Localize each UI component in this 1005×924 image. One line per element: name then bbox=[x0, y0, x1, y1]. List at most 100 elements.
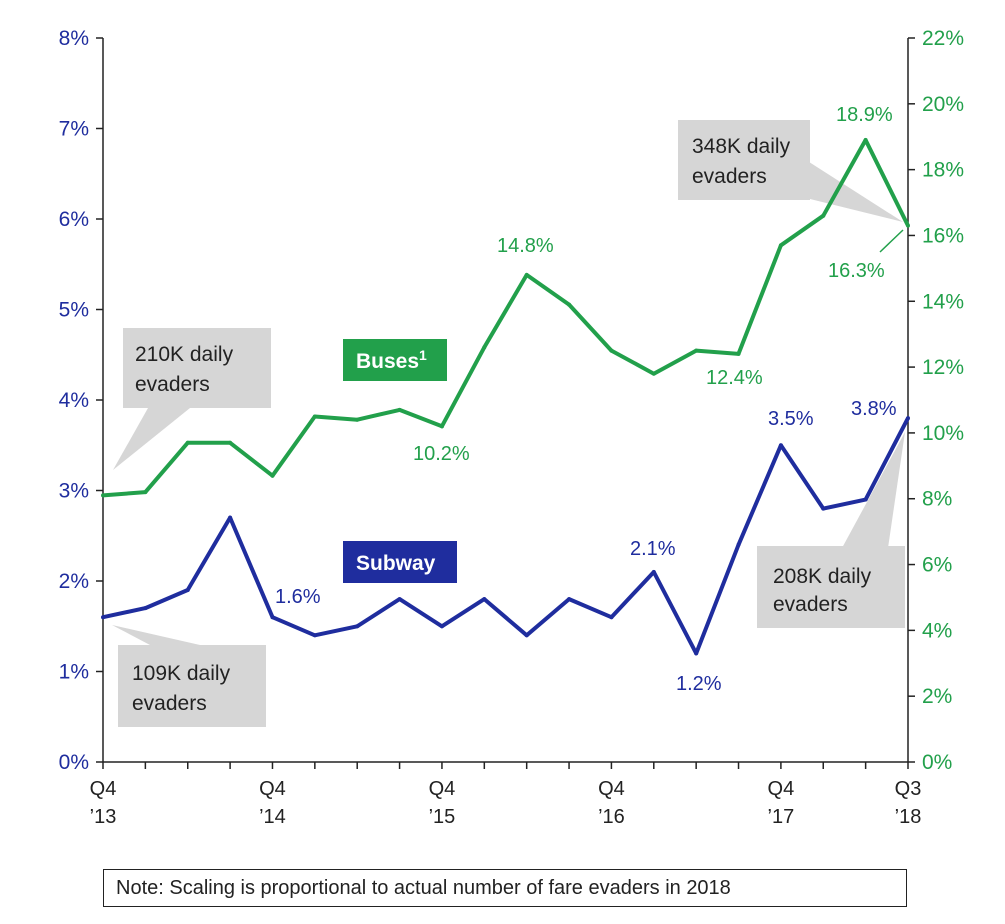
callout-text-line2: evaders bbox=[692, 165, 767, 188]
data-point-subway bbox=[651, 569, 656, 574]
left-tick-label: 1% bbox=[59, 661, 89, 684]
data-point-subway bbox=[397, 597, 402, 602]
x-tick-label: Q3 bbox=[895, 778, 922, 800]
x-axis-ticks: Q4 ’13 Q4 ’14 Q4 ’15 Q4 ’16 Q4 ’17 Q3 ’18 bbox=[90, 762, 922, 828]
data-point-subway bbox=[101, 615, 105, 620]
callout-text-line1: 208K daily bbox=[773, 565, 872, 588]
callouts: 210K daily evaders 348K daily evaders 10… bbox=[112, 120, 905, 727]
badge-buses-label: Buses bbox=[356, 350, 419, 373]
badge-subway: Subway bbox=[343, 541, 457, 583]
right-tick-label: 8% bbox=[922, 488, 952, 511]
data-point-buses bbox=[185, 440, 190, 445]
x-tick-label-year: ’14 bbox=[259, 806, 286, 828]
series-line-subway bbox=[102, 417, 910, 656]
svg-text:Buses1: Buses1 bbox=[356, 347, 427, 373]
data-point-subway bbox=[863, 497, 868, 502]
data-labels-subway: 1.6% 2.1% 1.2% 3.5% 3.8% bbox=[275, 398, 897, 695]
data-point-buses bbox=[821, 213, 826, 218]
data-point-buses bbox=[397, 407, 402, 412]
data-label-subway-q2-17: 1.2% bbox=[676, 673, 722, 695]
left-tick-label: 3% bbox=[59, 480, 89, 503]
data-label-subway-q4-14: 1.6% bbox=[275, 586, 321, 608]
left-tick-label: 4% bbox=[59, 389, 89, 412]
data-point-buses bbox=[101, 493, 105, 498]
data-point-buses bbox=[439, 424, 444, 429]
x-tick-label-year: ’17 bbox=[768, 806, 795, 828]
data-point-buses bbox=[651, 371, 656, 376]
data-point-subway bbox=[228, 515, 233, 520]
data-point-subway bbox=[482, 597, 487, 602]
right-tick-label: 20% bbox=[922, 93, 964, 116]
badge-buses-sup: 1 bbox=[419, 347, 427, 363]
badge-subway-label: Subway bbox=[356, 552, 436, 575]
data-point-subway bbox=[270, 615, 275, 620]
right-tick-label: 6% bbox=[922, 554, 952, 577]
data-label-buses-q2-18: 18.9% bbox=[836, 104, 893, 126]
right-tick-label: 14% bbox=[922, 290, 964, 313]
right-tick-label: 10% bbox=[922, 422, 964, 445]
fare-evasion-chart: 0% 1% 2% 3% 4% 5% 6% 7% 8% 0% 2% 4% 6% 8% 10% 12% 14% 16… bbox=[59, 27, 964, 828]
x-tick-label: Q4 bbox=[90, 778, 117, 800]
data-label-subway-q4-17: 3.5% bbox=[768, 408, 814, 430]
data-point-buses bbox=[312, 414, 317, 419]
bus-end-leader-line bbox=[879, 229, 904, 253]
data-points bbox=[101, 138, 910, 656]
data-point-buses bbox=[567, 302, 572, 307]
data-point-subway bbox=[609, 615, 614, 620]
badge-buses: Buses1 bbox=[343, 339, 447, 381]
x-tick-label-year: ’13 bbox=[90, 806, 117, 828]
data-point-subway bbox=[567, 597, 572, 602]
data-point-subway bbox=[694, 651, 699, 656]
left-tick-label: 5% bbox=[59, 299, 89, 322]
data-point-buses bbox=[355, 417, 360, 422]
left-tick-label: 6% bbox=[59, 208, 89, 231]
right-axis-ticks: 0% 2% 4% 6% 8% 10% 12% 14% 16% 18% 20% 22% bbox=[908, 27, 964, 774]
x-tick-label-year: ’16 bbox=[598, 806, 625, 828]
data-label-buses-q4-15: 10.2% bbox=[413, 443, 470, 465]
callout-buses-end: 348K daily evaders bbox=[678, 120, 903, 222]
callout-text-line2: evaders bbox=[135, 373, 210, 396]
callout-text-line1: 109K daily bbox=[132, 662, 231, 685]
data-point-subway bbox=[821, 506, 826, 511]
data-label-buses-q2-16: 14.8% bbox=[497, 235, 554, 257]
left-tick-label: 2% bbox=[59, 570, 89, 593]
data-point-subway bbox=[524, 633, 529, 638]
data-point-subway bbox=[312, 633, 317, 638]
x-tick-label: Q4 bbox=[768, 778, 795, 800]
callout-text-line1: 210K daily bbox=[135, 343, 234, 366]
data-point-buses bbox=[228, 440, 233, 445]
callout-subway-end: 208K daily evaders bbox=[757, 432, 905, 628]
right-tick-label: 18% bbox=[922, 159, 964, 182]
left-axis-ticks: 0% 1% 2% 3% 4% 5% 6% 7% 8% bbox=[59, 27, 103, 774]
right-tick-label: 12% bbox=[922, 356, 964, 379]
right-tick-label: 16% bbox=[922, 224, 964, 247]
data-label-subway-q1-17: 2.1% bbox=[630, 538, 676, 560]
data-label-buses-q3-17: 12.4% bbox=[706, 367, 763, 389]
x-tick-label-year: ’18 bbox=[895, 806, 922, 828]
data-point-subway bbox=[778, 443, 783, 448]
callout-buses-start: 210K daily evaders bbox=[113, 328, 271, 470]
left-tick-label: 8% bbox=[59, 27, 89, 50]
note-box: Note: Scaling is proportional to actual … bbox=[103, 869, 907, 907]
data-label-buses-q3-18: 16.3% bbox=[828, 260, 885, 282]
data-point-buses bbox=[694, 348, 699, 353]
x-tick-label-year: ’15 bbox=[429, 806, 456, 828]
callout-text-line2: evaders bbox=[132, 692, 207, 715]
left-tick-label: 0% bbox=[59, 751, 89, 774]
data-point-buses bbox=[778, 243, 783, 248]
data-point-buses bbox=[143, 490, 148, 495]
x-tick-label: Q4 bbox=[429, 778, 456, 800]
data-point-subway bbox=[185, 588, 190, 593]
data-point-subway bbox=[143, 606, 148, 611]
left-tick-label: 7% bbox=[59, 118, 89, 141]
data-point-subway bbox=[736, 542, 741, 547]
data-point-buses bbox=[270, 473, 275, 478]
right-tick-label: 0% bbox=[922, 751, 952, 774]
data-point-buses bbox=[524, 272, 529, 277]
right-tick-label: 2% bbox=[922, 685, 952, 708]
data-point-buses bbox=[609, 348, 614, 353]
data-point-buses bbox=[736, 351, 741, 356]
data-point-subway bbox=[439, 624, 444, 629]
x-tick-label: Q4 bbox=[259, 778, 286, 800]
callout-text-line2: evaders bbox=[773, 593, 848, 616]
